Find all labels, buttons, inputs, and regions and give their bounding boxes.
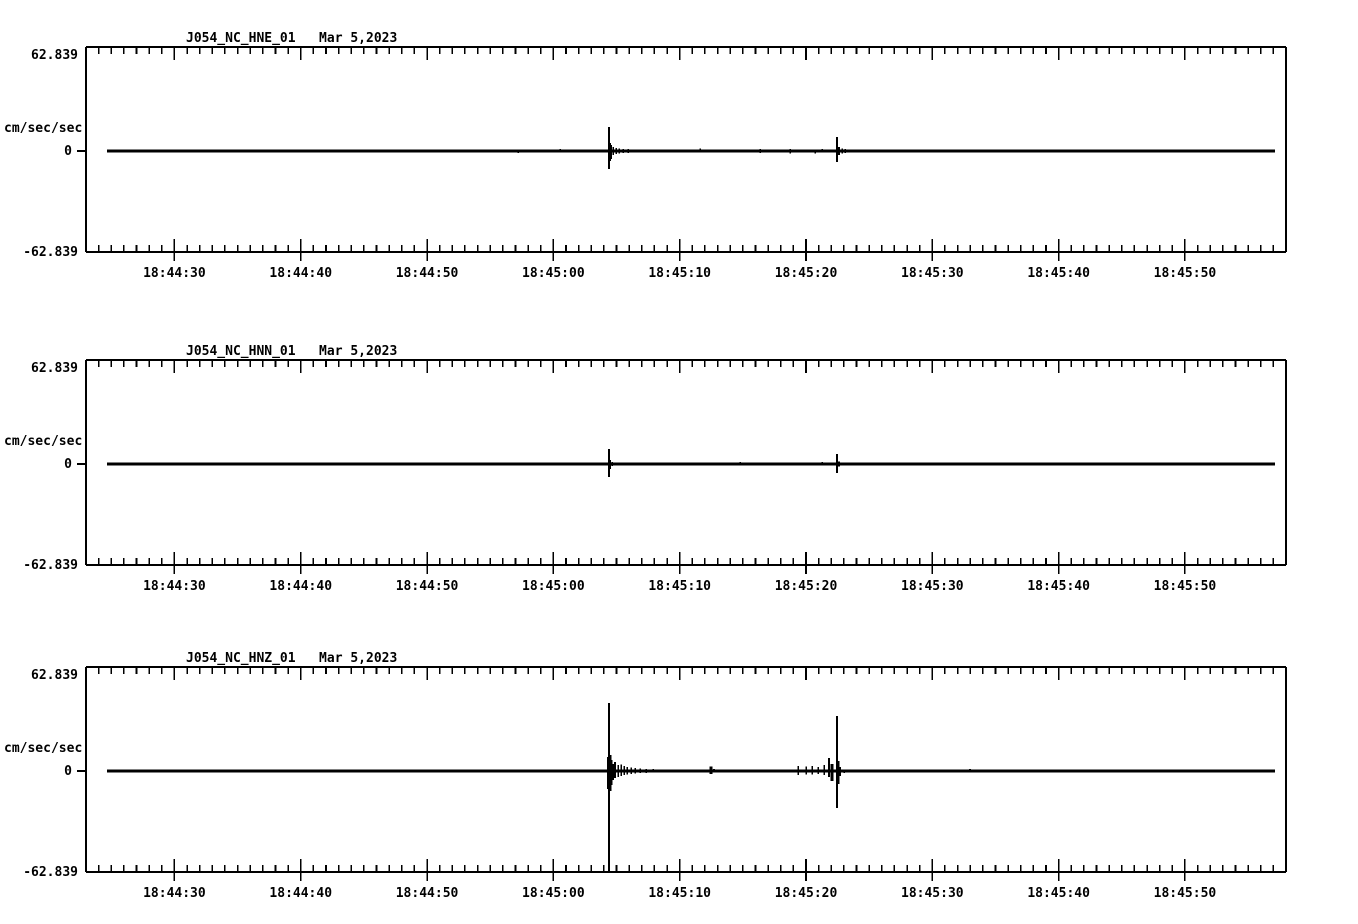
y-axis-min-label-hnz: -62.839 xyxy=(23,865,78,880)
x-axis-tick-label: 18:44:40 xyxy=(269,886,332,901)
y-axis-units-hnz: cm/sec/sec xyxy=(4,741,83,756)
x-axis-tick-label: 18:45:00 xyxy=(522,886,585,901)
x-axis-tick-label: 18:45:10 xyxy=(648,886,711,901)
y-axis-max-label-hne: 62.839 xyxy=(31,48,78,63)
x-axis-tick-label: 18:45:40 xyxy=(1027,579,1090,594)
y-axis-max-label-hnz: 62.839 xyxy=(31,668,78,683)
x-axis-tick-label: 18:44:40 xyxy=(269,579,332,594)
plot-area-hnz: 18:44:30 18:44:40 18:44:50 18:45:00 18:45:10… xyxy=(77,666,1287,901)
x-axis-tick-label: 18:44:50 xyxy=(396,886,459,901)
trace-title-hnn: J054_NC_HNN_01 Mar 5,2023 xyxy=(186,344,398,359)
x-axis-tick-label: 18:45:00 xyxy=(522,579,585,594)
x-axis-tick-label: 18:45:00 xyxy=(522,266,585,281)
y-axis-min-label-hne: -62.839 xyxy=(23,245,78,260)
x-axis-tick-label: 18:44:50 xyxy=(396,579,459,594)
x-axis-tick-label: 18:45:20 xyxy=(775,886,838,901)
x-axis-tick-label: 18:45:30 xyxy=(901,266,964,281)
trace-panel-hne: J054_NC_HNE_01 Mar 5,2023 62.839 cm/sec/… xyxy=(0,0,1358,290)
y-axis-max-label-hnn: 62.839 xyxy=(31,361,78,376)
x-axis-tick-label: 18:44:30 xyxy=(143,579,206,594)
x-axis-tick-label: 18:45:50 xyxy=(1154,266,1217,281)
y-axis-zero-label-hnz: 0 xyxy=(64,764,72,779)
x-axis-tick-label: 18:44:30 xyxy=(143,266,206,281)
x-axis-tick-label: 18:44:40 xyxy=(269,266,332,281)
trace-title-hne: J054_NC_HNE_01 Mar 5,2023 xyxy=(186,31,398,46)
plot-area-hne: 18:44:30 18:44:40 18:44:50 18:45:00 18:45:10… xyxy=(77,46,1287,281)
x-axis-tick-label: 18:45:20 xyxy=(775,266,838,281)
waveform-trace xyxy=(107,449,1275,477)
waveform-trace xyxy=(107,127,1275,169)
x-axis-tick-label: 18:45:50 xyxy=(1154,579,1217,594)
x-axis-tick-label: 18:44:50 xyxy=(396,266,459,281)
x-axis-tick-label: 18:45:40 xyxy=(1027,886,1090,901)
x-axis-tick-label: 18:45:50 xyxy=(1154,886,1217,901)
x-axis-tick-label: 18:45:30 xyxy=(901,886,964,901)
waveform-trace xyxy=(107,703,1275,871)
y-axis-units-hnn: cm/sec/sec xyxy=(4,434,83,449)
x-axis-tick-label: 18:44:30 xyxy=(143,886,206,901)
x-axis-tick-label: 18:45:10 xyxy=(648,266,711,281)
y-axis-zero-label-hnn: 0 xyxy=(64,457,72,472)
trace-panel-hnn: J054_NC_HNN_01 Mar 5,2023 62.839 cm/sec/… xyxy=(0,313,1358,603)
x-axis-tick-label: 18:45:40 xyxy=(1027,266,1090,281)
x-axis-tick-label: 18:45:10 xyxy=(648,579,711,594)
y-axis-min-label-hnn: -62.839 xyxy=(23,558,78,573)
x-axis-tick-label: 18:45:20 xyxy=(775,579,838,594)
y-axis-units-hne: cm/sec/sec xyxy=(4,121,83,136)
y-axis-zero-label-hne: 0 xyxy=(64,144,72,159)
x-axis-tick-label: 18:45:30 xyxy=(901,579,964,594)
trace-panel-hnz: J054_NC_HNZ_01 Mar 5,2023 62.839 cm/sec/… xyxy=(0,620,1358,910)
plot-area-hnn: 18:44:30 18:44:40 18:44:50 18:45:00 18:45:10… xyxy=(77,359,1287,594)
trace-title-hnz: J054_NC_HNZ_01 Mar 5,2023 xyxy=(186,651,398,666)
